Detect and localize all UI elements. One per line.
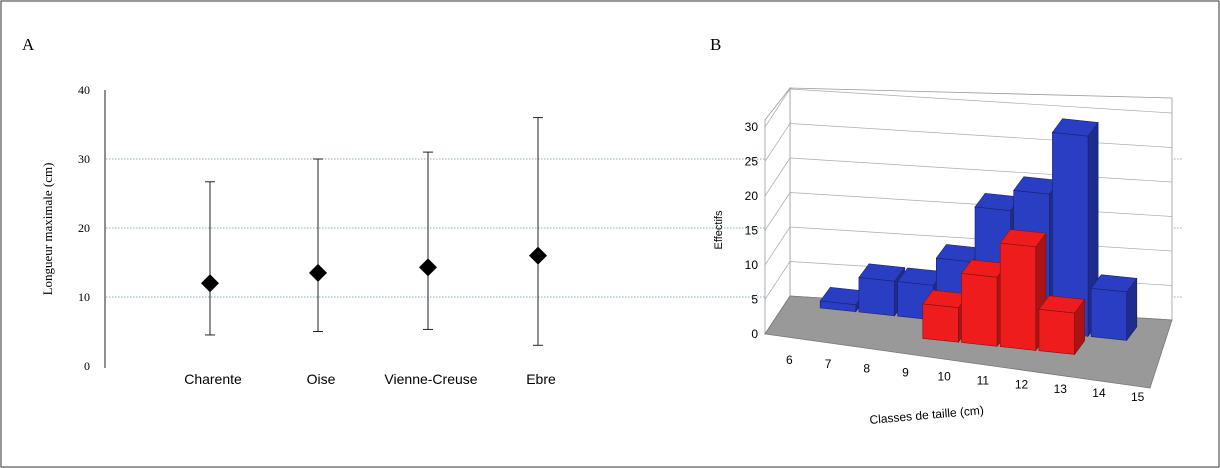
- panel-b-category-label: 15: [1131, 390, 1145, 404]
- panel-b-category-label: 14: [1092, 386, 1106, 400]
- panel-b-category-label: 11: [977, 374, 990, 388]
- panel-b-y-tick-labels: 0 5 10 15 20 25 30: [745, 120, 759, 341]
- panel-a-y-tick-labels: 0 10 20 30 40: [78, 83, 90, 373]
- panel-b-category-label: 12: [1015, 378, 1029, 392]
- panel-a-category-label: Charente: [184, 371, 242, 387]
- panel-a-y-tick-label: 0: [84, 359, 90, 373]
- panel-a-category-label: Vienne-Creuse: [384, 371, 477, 387]
- panel-a-letter: A: [22, 35, 35, 54]
- panel-b-side-gridline: [764, 226, 791, 266]
- panel-a-mean-point: [529, 246, 547, 265]
- panel-b-category-label: 7: [825, 357, 832, 371]
- panel-b: B 0 5 10 15 20 25 30 Effectifs 6 7 8 9 10 11 12 13 14 1…: [710, 35, 1173, 427]
- panel-b-bar: [999, 242, 1037, 351]
- panel-b-y-tick-label: 25: [745, 155, 759, 169]
- panel-b-x-axis-label: Classes de taille (cm): [869, 403, 984, 427]
- panel-b-bar: [922, 303, 959, 343]
- panel-b-gridline: [789, 157, 1173, 183]
- panel-b-side-gridline: [764, 88, 791, 128]
- panel-b-bar: [1038, 308, 1075, 355]
- panel-a-y-tick-label: 10: [78, 290, 90, 304]
- panel-b-category-labels: 6 7 8 9 10 11 12 13 14 15: [786, 353, 1145, 404]
- panel-b-side-gridline: [764, 192, 791, 231]
- panel-b-category-label: 10: [937, 369, 951, 383]
- panel-b-category-label: 13: [1054, 382, 1068, 396]
- panel-b-y-tick-label: 5: [751, 293, 758, 307]
- panel-a-mean-point: [419, 258, 437, 277]
- panel-b-side-gridline: [764, 261, 791, 300]
- panel-b-gridline: [789, 88, 1173, 114]
- panel-b-y-tick-label: 0: [751, 327, 758, 341]
- panel-b-bar: [858, 277, 895, 317]
- panel-b-letter: B: [710, 35, 721, 54]
- panel-a-y-axis-label: Longueur maximale (cm): [40, 163, 55, 296]
- panel-b-y-tick-label: 10: [745, 258, 759, 272]
- panel-b-gridline: [789, 123, 1173, 148]
- panel-a-mean-point: [309, 263, 327, 282]
- panel-b-bar: [961, 273, 998, 347]
- panel-b-category-label: 6: [786, 353, 793, 367]
- panel-b-y-tick-label: 20: [745, 189, 759, 203]
- panel-b-side-gridline: [764, 123, 791, 162]
- panel-a-mean-point: [201, 274, 219, 293]
- panel-b-bars: [819, 118, 1138, 356]
- panel-b-bar: [819, 300, 857, 313]
- panel-a-y-tick-label: 20: [78, 221, 90, 235]
- panel-b-y-tick-label: 30: [745, 120, 759, 134]
- panel-a: A 0 10 20 30 40 Longueur maximale (cm) Chare…: [22, 35, 1183, 387]
- panel-a-category-labels: Charente Oise Vienne-Creuse Ebre: [184, 371, 556, 387]
- panel-b-category-label: 9: [902, 365, 909, 379]
- panel-a-data-marks: [201, 117, 547, 346]
- panel-a-category-label: Ebre: [526, 371, 556, 387]
- panel-a-y-tick-label: 40: [78, 83, 90, 97]
- panel-b-y-axis-label: Effectifs: [713, 210, 725, 249]
- panel-a-y-tick-label: 30: [78, 152, 90, 166]
- panel-b-y-tick-label: 15: [745, 224, 759, 238]
- panel-b-bar: [1090, 287, 1128, 341]
- panel-a-category-label: Oise: [307, 371, 336, 387]
- panel-b-side-gridline: [764, 157, 791, 197]
- panel-b-category-label: 8: [863, 361, 870, 375]
